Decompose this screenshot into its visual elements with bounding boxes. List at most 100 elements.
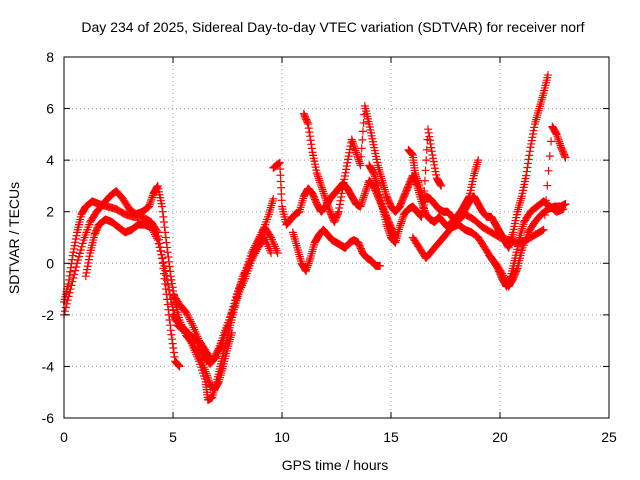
data-point [349, 139, 358, 148]
data-point [334, 207, 343, 216]
y-tick-label: 0 [46, 255, 54, 271]
data-point [211, 349, 220, 358]
data-point [146, 197, 155, 206]
data-point [362, 185, 371, 194]
data-point [430, 164, 439, 173]
data-point [153, 236, 162, 245]
data-point [552, 130, 561, 139]
data-point [306, 136, 315, 145]
x-tick-label: 25 [601, 429, 617, 445]
data-point [158, 207, 167, 216]
data-point [274, 159, 283, 168]
data-point [71, 238, 80, 247]
data-point [499, 271, 508, 280]
data-point [355, 159, 364, 168]
data-point [322, 198, 331, 207]
data-point [163, 243, 172, 252]
data-point [422, 145, 431, 154]
data-point [372, 178, 381, 187]
x-ticks: 0 5 10 15 20 25 [60, 57, 617, 445]
data-point [304, 120, 313, 129]
data-point [522, 167, 531, 176]
data-point [345, 148, 354, 157]
data-point [411, 170, 420, 179]
data-point [156, 247, 165, 256]
data-point [383, 222, 392, 231]
data-point [305, 257, 314, 266]
data-point [318, 185, 327, 194]
data-point [370, 172, 379, 181]
data-point [210, 353, 219, 362]
data-point [358, 195, 367, 204]
data-marks [60, 71, 570, 404]
data-point [212, 348, 221, 357]
data-point [500, 273, 509, 282]
data-point [416, 211, 425, 220]
data-point [323, 200, 332, 209]
plot-frame [63, 56, 610, 419]
data-point [373, 180, 382, 189]
data-point [72, 231, 81, 240]
data-point [525, 147, 534, 156]
data-point [68, 251, 77, 260]
data-point [208, 357, 217, 366]
data-point [168, 339, 177, 348]
data-point [524, 159, 533, 168]
data-point [522, 171, 531, 180]
data-point [527, 139, 536, 148]
data-point [160, 261, 169, 270]
data-point [314, 174, 323, 183]
series-sat-g [288, 225, 385, 276]
data-point [512, 265, 521, 274]
data-point [420, 187, 429, 196]
data-point [66, 263, 75, 272]
data-point [66, 285, 75, 294]
data-point [253, 237, 262, 246]
data-point [419, 197, 428, 206]
data-point [169, 348, 178, 357]
data-point [167, 299, 176, 308]
data-point [357, 144, 366, 153]
data-point [359, 118, 368, 127]
data-point [397, 217, 406, 226]
data-point [352, 148, 361, 157]
data-point [148, 225, 157, 234]
data-point [155, 243, 164, 252]
data-point [303, 118, 312, 127]
data-point [385, 229, 394, 238]
series-sat-e [169, 223, 282, 366]
series-sat-l [485, 199, 570, 291]
data-point [146, 198, 155, 207]
data-point [316, 180, 325, 189]
data-point [147, 195, 156, 204]
data-point [431, 167, 440, 176]
data-point [352, 150, 361, 159]
data-point [398, 215, 407, 224]
y-tick-label: 6 [46, 101, 54, 117]
data-point [167, 330, 176, 339]
data-point [183, 311, 192, 320]
data-point [166, 272, 175, 281]
data-point [168, 335, 177, 344]
data-point [166, 326, 175, 335]
data-point [437, 181, 446, 190]
data-point [175, 362, 184, 371]
data-point [256, 230, 265, 239]
data-point [339, 181, 348, 190]
data-point [339, 178, 348, 187]
x-axis-label: GPS time / hours [282, 457, 389, 473]
data-point [340, 171, 349, 180]
data-point [319, 189, 328, 198]
data-point [414, 178, 423, 187]
data-point [67, 281, 76, 290]
data-point [413, 176, 422, 185]
data-point [350, 142, 359, 151]
data-point [336, 196, 345, 205]
data-point [347, 135, 356, 144]
data-point [85, 252, 94, 261]
data-point [432, 170, 441, 179]
data-point [76, 246, 85, 255]
data-point [424, 125, 433, 134]
data-point [250, 243, 259, 252]
data-point [554, 135, 563, 144]
